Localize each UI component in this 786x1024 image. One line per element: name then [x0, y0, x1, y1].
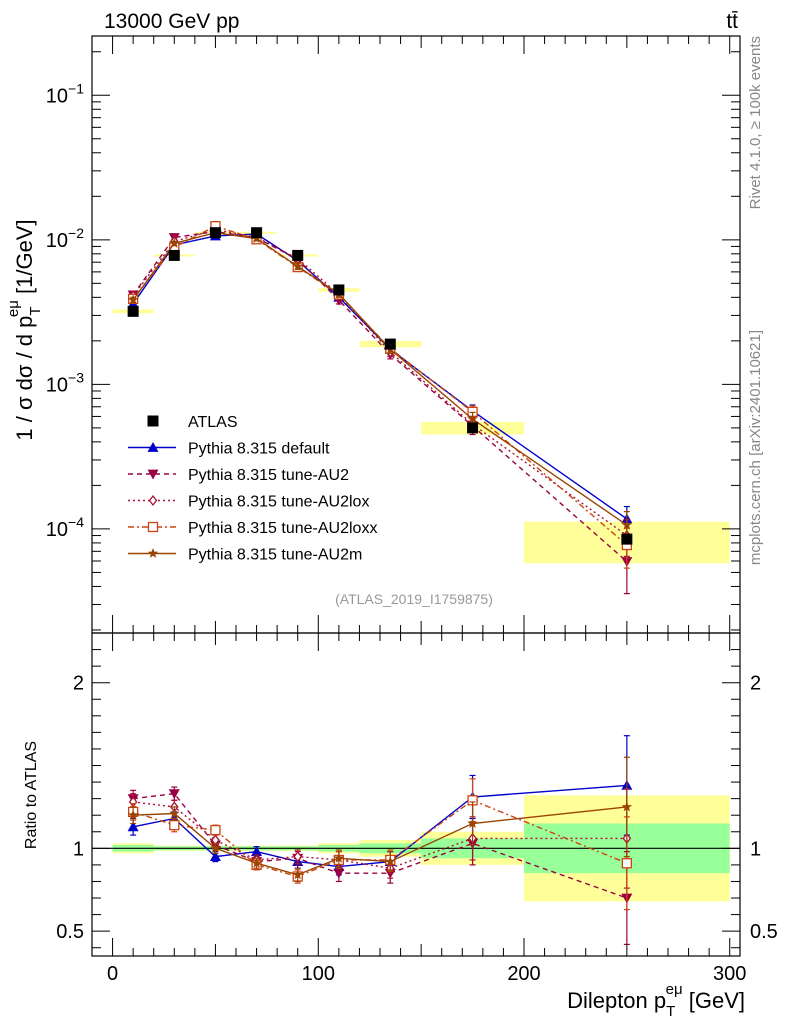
data-point-0: [127, 305, 139, 317]
main-y-tick-label: 10−3: [46, 369, 84, 396]
legend-marker-0: [147, 415, 159, 427]
ratio-point-4-1: [169, 808, 180, 818]
data-point-7: [467, 422, 479, 434]
ratio-point-2-4: [293, 851, 303, 863]
legend-label-5: Pythia 8.315 tune-AU2m: [188, 547, 362, 564]
legend-marker-4: [147, 521, 159, 533]
ratio-point-4-5: [333, 852, 345, 863]
data-point-5: [333, 284, 345, 296]
ratio-y-tick-label-right: 1: [750, 838, 761, 860]
tick-exponent: −2: [68, 225, 84, 241]
tick-base: 10: [46, 374, 68, 396]
ratio-point-4-8: [621, 801, 633, 812]
tick-base: 10: [46, 230, 68, 252]
tick-base: 10: [46, 85, 68, 107]
legend-label-0: ATLAS: [188, 414, 238, 431]
ratio-point-1-1: [168, 789, 180, 800]
legend-marker-3: [148, 494, 158, 507]
main-y-tick-label: 10−4: [46, 514, 84, 541]
main-panel-bands: [112, 231, 730, 564]
ratio-series-line-3: [132, 799, 628, 878]
axes: 10−110−210−310−40.5 0.51 12 20 100 200 300: [46, 35, 778, 985]
ratio-y-tick-label: 0.5: [56, 921, 84, 943]
main-point-4-8: [621, 519, 633, 530]
main-y-tick-label: 10−2: [46, 225, 84, 252]
legend-label-3: Pythia 8.315 tune-AU2lox: [188, 494, 369, 511]
ratio-point-4-2: [210, 842, 221, 853]
tick-exponent: −1: [68, 80, 84, 96]
ratio-point-4-6: [385, 856, 396, 866]
main-point-4-4: [292, 260, 303, 271]
ratio-point-0-3: [251, 846, 263, 857]
legend-label-4: Pythia 8.315 tune-AU2loxx: [188, 520, 377, 537]
x-tick-label: 300: [713, 963, 746, 985]
main-y-axis-label: 1 / σ dσ / d pTeμ [1/GeV]: [5, 219, 44, 440]
ratio-point-4-3: [251, 857, 262, 868]
legend-marker-2: [147, 469, 159, 480]
data-point-6: [384, 338, 396, 350]
ratio-point-4-7: [467, 818, 478, 828]
data-point-1: [168, 249, 180, 261]
mcplots-label: mcplots.cern.ch [arXiv:2401.10621]: [747, 330, 764, 565]
main-series-line-2: [132, 228, 628, 537]
ratio-y-tick-label-right: 0.5: [750, 921, 778, 943]
ratio-point-3-1: [169, 819, 180, 831]
main-y-tick-label: 10−1: [46, 80, 84, 107]
ratio-y-tick-label-right: 2: [750, 673, 761, 695]
ratio-point-1-5: [333, 868, 345, 879]
ratio-y-axis-label: Ratio to ATLAS: [23, 741, 40, 849]
legend-label-1: Pythia 8.315 default: [188, 441, 330, 458]
ratio-point-3-8: [621, 858, 633, 869]
analysis-id: (ATLAS_2019_I1759875): [335, 591, 493, 607]
ratio-point-4-4: [292, 869, 303, 880]
tick-exponent: −3: [68, 369, 84, 385]
ratio-y-tick-label: 1: [73, 838, 84, 860]
header-energy: 13000 GeV pp: [104, 10, 239, 33]
ratio-panel-series: [127, 735, 633, 946]
main-point-4-1: [169, 237, 180, 248]
main-point-4-0: [127, 294, 139, 305]
data-point-2: [209, 227, 221, 239]
legend-marker-1: [147, 442, 159, 452]
data-point-4: [292, 249, 304, 261]
ratio-frame: [91, 632, 741, 957]
data-point-8: [621, 533, 633, 545]
x-tick-label: 100: [302, 963, 335, 985]
x-tick-label: 200: [507, 963, 540, 985]
legend-label-2: Pythia 8.315 tune-AU2: [188, 467, 349, 484]
main-panel-series: [127, 221, 633, 595]
tick-base: 10: [46, 519, 68, 541]
data-point-3: [251, 227, 263, 239]
x-axis-label: Dilepton pTeμ [GeV]: [567, 981, 745, 1020]
ratio-point-0-2: [209, 851, 221, 862]
legend: ATLAS Pythia 8.315 default Pythia 8.315 tu…: [128, 414, 377, 564]
ratio-point-4-0: [127, 809, 139, 820]
legend-marker-5: [147, 548, 159, 558]
main-series-line-1: [132, 230, 628, 563]
rivet-label: Rivet 4.1.0, ≥ 100k events: [747, 36, 764, 209]
main-point-4-7: [467, 413, 478, 424]
ratio-point-3-2: [210, 824, 221, 836]
ratio-point-0-0: [127, 821, 139, 832]
x-tick-label: 0: [107, 963, 118, 985]
ratio-y-tick-label: 2: [73, 673, 84, 695]
header-process: tt̄: [726, 10, 738, 33]
tick-exponent: −4: [68, 514, 84, 530]
